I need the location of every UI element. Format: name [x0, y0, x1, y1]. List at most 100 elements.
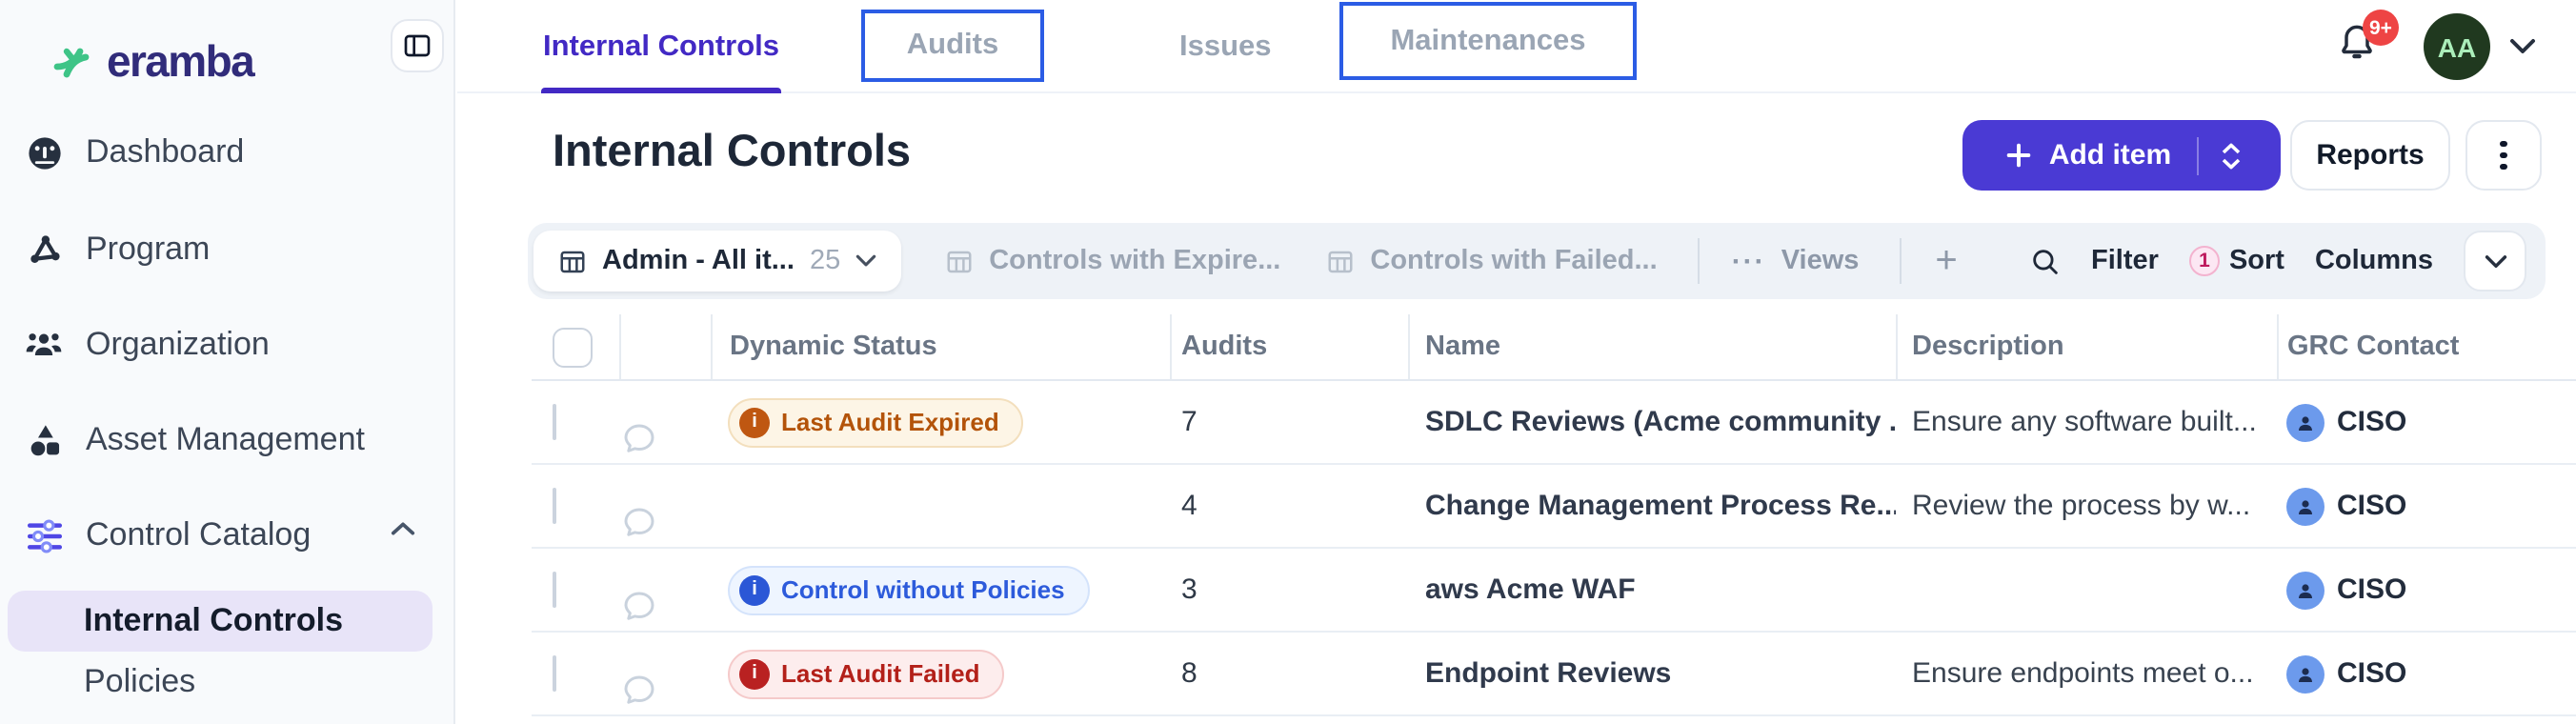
divider	[1899, 238, 1902, 284]
contact-avatar	[2285, 571, 2324, 609]
user-avatar[interactable]: AA	[2424, 13, 2490, 80]
view-expand-button[interactable]	[2464, 231, 2526, 292]
column-header-name[interactable]: Name	[1425, 332, 1500, 362]
columns-button[interactable]: Columns	[2314, 246, 2433, 276]
table-icon	[947, 250, 972, 272]
contact-name: CISO	[2337, 490, 2407, 522]
control-description: Ensure endpoints meet o...	[1912, 657, 2254, 690]
add-item-split-chevrons-icon[interactable]	[2219, 140, 2242, 171]
sidebar-item-asset-management[interactable]: Asset Management	[23, 417, 365, 463]
chevron-down-icon	[2484, 254, 2506, 267]
view-tab-controls-failed[interactable]: Controls with Failed...	[1326, 246, 1658, 276]
saved-filter-count: 25	[809, 246, 841, 276]
eramba-logo[interactable]: eramba	[50, 36, 255, 88]
reports-label: Reports	[2316, 139, 2425, 171]
filter-button[interactable]: Filter	[2091, 246, 2159, 276]
sort-count-badge: 1	[2188, 246, 2220, 276]
shapes-icon	[23, 419, 65, 461]
sidebar-item-control-catalog[interactable]: Control Catalog	[23, 513, 311, 558]
views-label: Views	[1781, 246, 1860, 276]
view-tab-controls-expired[interactable]: Controls with Expire...	[945, 246, 1280, 276]
search-icon	[2032, 249, 2057, 273]
add-item-button[interactable]: Add item	[1962, 120, 2281, 191]
main-area: Internal Controls Audits Issues Maintena…	[457, 0, 2576, 724]
views-menu-button[interactable]: ··· Views	[1732, 245, 1860, 277]
tab-internal-controls[interactable]: Internal Controls	[541, 0, 782, 93]
audits-count: 7	[1181, 406, 1197, 438]
table-row[interactable]: 4 Change Management Process Re... Review…	[532, 465, 2576, 549]
table-row[interactable]: i Control without Policies 3 aws Acme WA…	[532, 549, 2576, 633]
top-tab-bar: Internal Controls Audits Issues Maintena…	[457, 0, 2576, 93]
audits-count: 4	[1181, 490, 1197, 522]
status-label: Last Audit Expired	[781, 408, 999, 436]
sliders-icon	[23, 514, 65, 556]
sort-label: Sort	[2228, 246, 2284, 276]
column-header-grc-contact[interactable]: GRC Contact	[2287, 332, 2460, 362]
people-icon	[23, 324, 65, 366]
info-icon: i	[739, 574, 770, 605]
sidebar-item-policies[interactable]: Policies	[84, 659, 195, 705]
comment-bubble-icon[interactable]	[618, 587, 711, 627]
status-badge: i Last Audit Failed	[728, 649, 1005, 698]
table-row[interactable]: i Last Audit Failed 8 Endpoint Reviews E…	[532, 633, 2576, 716]
tab-issues[interactable]: Issues	[1179, 0, 1272, 93]
column-header-audits[interactable]: Audits	[1181, 332, 1268, 362]
control-name[interactable]: Endpoint Reviews	[1425, 657, 1672, 690]
notifications-button[interactable]: 9+	[2336, 10, 2401, 76]
sort-button[interactable]: 1 Sort	[2188, 246, 2284, 276]
share-triangle-icon	[23, 229, 65, 271]
column-header-dynamic-status[interactable]: Dynamic Status	[730, 332, 937, 362]
tab-audits[interactable]: Audits	[861, 10, 1044, 82]
control-name[interactable]: SDLC Reviews (Acme community ...	[1425, 406, 1895, 438]
sidebar-item-label: Program	[86, 231, 211, 267]
sidebar-item-organization[interactable]: Organization	[23, 322, 270, 368]
sidebar-item-dashboard[interactable]: Dashboard	[23, 130, 244, 175]
reports-button[interactable]: Reports	[2290, 120, 2450, 191]
table-icon	[1328, 250, 1353, 272]
sidebar-item-label: Asset Management	[86, 421, 365, 457]
control-name[interactable]: Change Management Process Re...	[1425, 490, 1895, 522]
filter-bar: Admin - All it... 25 Controls with Expir…	[528, 223, 2546, 299]
person-icon	[2298, 583, 2311, 597]
comment-bubble-icon[interactable]	[618, 671, 711, 711]
brand-name: eramba	[107, 36, 255, 86]
add-item-label: Add item	[2048, 139, 2172, 171]
chevron-down-icon	[856, 254, 876, 267]
row-checkbox[interactable]	[553, 571, 556, 607]
add-view-button[interactable]: +	[1935, 240, 1958, 282]
sidebar-subitem-label: Internal Controls	[84, 602, 344, 638]
control-name[interactable]: aws Acme WAF	[1425, 573, 1636, 606]
row-checkbox[interactable]	[553, 487, 556, 523]
select-all-checkbox[interactable]	[553, 327, 593, 367]
divider	[1697, 238, 1700, 284]
contact-name: CISO	[2337, 406, 2407, 438]
comment-bubble-icon[interactable]	[618, 419, 711, 459]
status-label: Control without Policies	[781, 575, 1065, 604]
tab-label: Audits	[906, 29, 999, 61]
audits-count: 8	[1181, 657, 1197, 690]
row-checkbox[interactable]	[553, 654, 556, 691]
column-header-description[interactable]: Description	[1912, 332, 2064, 362]
search-button[interactable]	[2028, 245, 2061, 277]
more-actions-button[interactable]	[2465, 120, 2542, 191]
sidebar-item-internal-controls[interactable]: Internal Controls	[8, 591, 433, 652]
tab-maintenances[interactable]: Maintenances	[1339, 2, 1637, 80]
table-row[interactable]: i Last Audit Expired 7 SDLC Reviews (Acm…	[532, 381, 2576, 465]
user-menu-chevron-down-icon[interactable]	[2509, 36, 2536, 55]
info-icon: i	[739, 407, 770, 437]
person-icon	[2298, 667, 2311, 681]
sidebar-item-label: Organization	[86, 326, 270, 362]
comment-bubble-icon[interactable]	[618, 503, 711, 543]
row-checkbox[interactable]	[553, 403, 556, 439]
control-description: Ensure any software built...	[1912, 406, 2257, 438]
saved-filter-selector[interactable]: Admin - All it... 25	[533, 231, 902, 292]
page-title: Internal Controls	[553, 126, 912, 175]
tab-label: Issues	[1179, 30, 1272, 63]
sidebar-item-label: Control Catalog	[86, 516, 312, 553]
button-divider	[2196, 136, 2199, 174]
table-icon	[560, 250, 585, 272]
sidebar-toggle-button[interactable]	[391, 19, 444, 72]
avatar-initials: AA	[2437, 31, 2477, 62]
sidebar-item-program[interactable]: Program	[23, 227, 210, 272]
chevron-up-icon[interactable]	[391, 520, 415, 537]
